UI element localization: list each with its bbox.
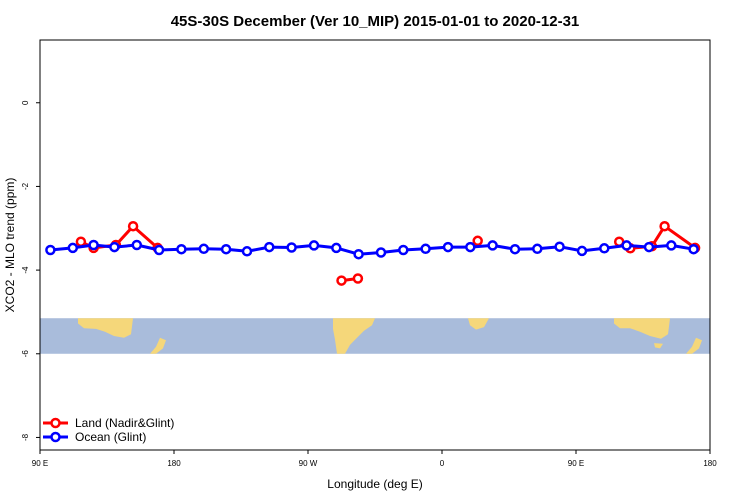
series-0-point-3 bbox=[127, 220, 139, 232]
series-1-point-11 bbox=[286, 242, 297, 253]
series-1-point-29 bbox=[688, 243, 699, 255]
map-land-1 bbox=[150, 337, 166, 354]
series-1-point-20 bbox=[487, 240, 498, 251]
series-1-point-8 bbox=[220, 243, 232, 255]
y-tick-label-4: -8 bbox=[21, 433, 30, 441]
x-tick-label-0: 90 E bbox=[32, 459, 48, 468]
legend-ocean-marker bbox=[50, 431, 61, 443]
series-0-point-11 bbox=[659, 220, 670, 232]
map-land-2 bbox=[333, 318, 375, 354]
x-tick-label-5: 180 bbox=[703, 459, 717, 468]
series-1-point-26 bbox=[621, 240, 632, 251]
series-1-point-28 bbox=[666, 240, 677, 251]
series-1-point-13 bbox=[331, 242, 342, 254]
y-tick-label-1: -2 bbox=[21, 182, 30, 190]
series-layer bbox=[45, 220, 701, 286]
series-1-point-18 bbox=[442, 241, 454, 253]
series-1-point-3 bbox=[109, 241, 120, 253]
series-1-point-14 bbox=[353, 248, 364, 260]
series-1-point-23 bbox=[554, 241, 565, 252]
series-0 bbox=[75, 220, 701, 286]
world-map-band bbox=[40, 318, 710, 354]
map-land-3 bbox=[468, 318, 489, 330]
map-land-0 bbox=[78, 318, 133, 338]
axes: 90 E 180 90 W 0 90 E 180 0 -2 -4 -6 -8 bbox=[21, 100, 717, 468]
map-land-4 bbox=[614, 318, 670, 339]
series-1-point-15 bbox=[375, 247, 387, 258]
legend-land-label: Land (Nadir&Glint) bbox=[75, 416, 174, 430]
series-1-point-2 bbox=[88, 239, 99, 251]
series-1-point-1 bbox=[67, 242, 79, 254]
y-tick-label-0: 0 bbox=[21, 100, 30, 105]
series-1-point-22 bbox=[532, 243, 543, 255]
series-1-point-10 bbox=[264, 241, 275, 253]
x-tick-label-3: 0 bbox=[440, 459, 445, 468]
series-1-point-5 bbox=[153, 244, 165, 256]
map-ocean bbox=[40, 318, 710, 354]
map-land-5 bbox=[654, 343, 663, 349]
series-1-point-4 bbox=[131, 239, 143, 251]
legend-land-marker bbox=[50, 417, 61, 429]
series-1-point-9 bbox=[241, 246, 253, 257]
series-1-point-25 bbox=[599, 243, 610, 254]
series-1-point-6 bbox=[176, 243, 187, 255]
x-tick-label-1: 180 bbox=[167, 459, 181, 468]
series-1-point-16 bbox=[398, 244, 409, 256]
series-1-point-24 bbox=[576, 245, 588, 257]
y-tick-label-2: -4 bbox=[21, 266, 30, 274]
series-0-point-6 bbox=[352, 273, 364, 284]
legend: Land (Nadir&Glint) Ocean (Glint) bbox=[43, 416, 174, 444]
legend-ocean-label: Ocean (Glint) bbox=[75, 430, 146, 444]
series-1-point-12 bbox=[308, 240, 320, 251]
chart-title: 45S-30S December (Ver 10_MIP) 2015-01-01… bbox=[171, 13, 580, 30]
x-tick-label-4: 90 E bbox=[568, 459, 584, 468]
series-0-point-5 bbox=[336, 275, 347, 286]
series-1-point-21 bbox=[509, 243, 521, 255]
x-tick-label-2: 90 W bbox=[299, 459, 318, 468]
series-1-point-0 bbox=[45, 244, 56, 256]
series-1-point-19 bbox=[465, 241, 476, 253]
map-land-6 bbox=[686, 337, 702, 354]
series-1-line-0 bbox=[50, 243, 694, 256]
series-1-point-17 bbox=[420, 243, 431, 255]
series-1-point-7 bbox=[198, 243, 210, 255]
y-axis-label: XCO2 - MLO trend (ppm) bbox=[3, 178, 17, 313]
y-tick-label-3: -6 bbox=[21, 350, 30, 358]
series-0-point-0 bbox=[75, 236, 87, 247]
plot-frame bbox=[39, 39, 711, 451]
x-axis-label: Longitude (deg E) bbox=[327, 477, 422, 491]
series-0-point-7 bbox=[472, 235, 483, 247]
series-1-point-27 bbox=[643, 241, 655, 253]
series-1 bbox=[45, 239, 699, 260]
